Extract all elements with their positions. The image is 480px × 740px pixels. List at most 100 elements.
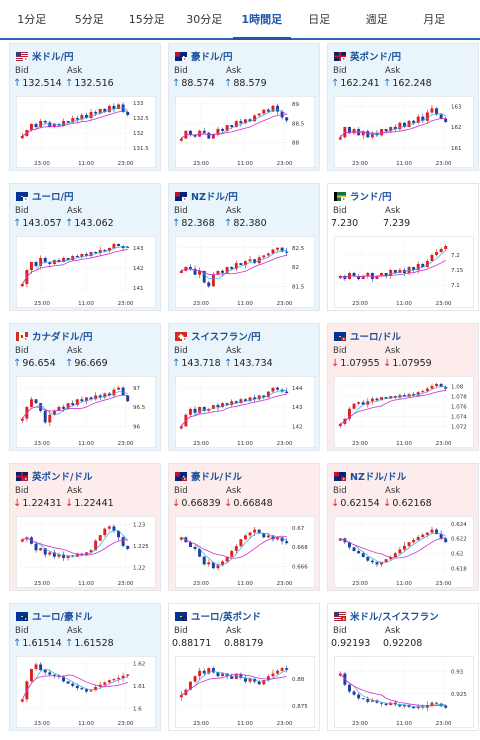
candle [266,391,270,398]
currency-card[interactable]: 英ポンド/円 Bid Ask ↑162.241 ↑162.248 163 162 161 23:… [327,43,479,171]
bid-value-text: 1.07955 [340,358,380,369]
candle [389,396,393,399]
candle [62,407,66,409]
candle [271,249,275,254]
candle [375,700,379,703]
candle [239,539,243,547]
currency-card[interactable]: ユーロ/英ポンド Bid Ask 0.88171 0.88179 0.88 0.875 23:… [168,603,320,731]
pair-name-link[interactable]: 米ドル/円 [32,52,74,63]
ask-value-text: 82.380 [233,218,267,229]
pair-name-link[interactable]: NZドル/円 [191,192,238,203]
x-tick-label: 11:00 [78,721,94,727]
ask-value-text: 162.248 [392,78,432,89]
candle [248,397,252,402]
ma-short-line [340,386,446,425]
candle [412,539,416,543]
candle [402,122,406,127]
candle [39,664,43,671]
tab-8[interactable]: 月足 [423,13,446,26]
candle [107,526,111,529]
currency-card[interactable]: 豪ドル/円 Bid Ask ↑88.574 ↑88.579 89 88.5 88 23:00 11… [168,43,320,171]
gb-us-flag [16,472,28,481]
candle [234,546,238,551]
candle [211,562,215,569]
y-tick-label: 144 [292,386,303,392]
pair-name-link[interactable]: 米ドル/スイスフラン [350,612,439,623]
pair-name-link[interactable]: 英ポンド/ドル [32,472,93,483]
au-jp-flag [175,52,187,61]
x-tick-label: 11:00 [237,581,253,587]
candle [257,681,261,685]
currency-card[interactable]: ユーロ/豪ドル Bid Ask ↑1.61514 ↑1.61528 1.62 1.61 1.6… [9,603,161,731]
currency-card[interactable]: スイスフラン/円 Bid Ask ↑143.718 ↑143.734 144 143 142 2… [168,323,320,451]
currency-card[interactable]: 米ドル/スイスフラン Bid Ask 0.92193 0.92208 0.93 0.925 2… [327,603,479,731]
candle [89,112,93,118]
candle [271,387,275,392]
candle [435,252,439,255]
currency-card[interactable]: NZドル/ドル Bid Ask ↓0.62154 ↓0.62168 0.624 0.622 0… [327,463,479,591]
candle [262,109,266,114]
pair-name-link[interactable]: ユーロ/ドル [350,332,401,343]
tab-6[interactable]: 日足 [308,13,331,26]
arrow-up-icon: ↑ [65,638,74,649]
candle [248,678,252,682]
y-tick-label: 1.078 [451,394,467,400]
ca-jp-flag [16,332,28,341]
tab-5[interactable]: 1時間足 [233,0,291,40]
candle [361,276,365,279]
currency-card[interactable]: カナダドル/円 Bid Ask ↑96.654 ↑96.669 97 96.5 96 23:00… [9,323,161,451]
candle [193,676,197,682]
pair-name-link[interactable]: ユーロ/豪ドル [32,612,93,623]
pair-name-link[interactable]: 豪ドル/円 [191,52,233,63]
x-tick-label: 23:00 [193,301,209,307]
currency-card[interactable]: 英ポンド/ドル Bid Ask ↓1.22431 ↓1.22441 1.23 1.225 1.… [9,463,161,591]
x-tick-label: 23:00 [352,721,368,727]
candle [126,674,130,676]
candle [389,556,393,560]
ma-long-line [181,114,287,139]
pair-name-link[interactable]: NZドル/ドル [350,472,407,483]
ask-label: Ask [67,486,83,496]
currency-card[interactable]: ユーロ/ドル Bid Ask ↓1.07955 ↓1.07959 1.08 1.078 1.0… [327,323,479,451]
candle [202,670,206,674]
tab-7[interactable]: 週足 [365,13,388,26]
pair-name-link[interactable]: スイスフラン/円 [191,332,261,343]
currency-card[interactable]: 米ドル/円 Bid Ask ↑132.514 ↑132.516 133 132.5 132 13… [9,43,161,171]
pair-name-link[interactable]: ユーロ/円 [32,192,74,203]
tab-1[interactable]: 1分足 [17,13,47,26]
currency-card[interactable]: ランド/円 Bid Ask 7.230 7.239 7.2 7.15 7.1 23:00 11:0… [327,183,479,311]
currency-card[interactable]: NZドル/円 Bid Ask ↑82.368 ↑82.380 82.5 82 81.5 23:0… [168,183,320,311]
y-tick-label: 0.875 [292,704,308,710]
tab-3[interactable]: 15分足 [128,13,165,26]
candle [121,675,125,678]
candle [117,530,121,538]
bid-value: ↓1.07955 [331,358,380,369]
pair-name-link[interactable]: 英ポンド/円 [350,52,401,63]
candle [66,258,70,260]
y-tick-label: 161 [451,146,462,152]
candle [80,115,84,120]
candle [75,553,79,557]
candle [98,250,102,253]
pair-name-link[interactable]: カナダドル/円 [32,332,93,343]
gb-jp-flag [334,52,346,61]
y-tick-label: 0.93 [451,669,464,675]
pair-name-link[interactable]: 豪ドル/ドル [191,472,242,483]
candle [266,253,270,256]
candle [375,276,379,279]
x-tick-label: 23:00 [193,441,209,447]
tab-2[interactable]: 5分足 [74,13,104,26]
ask-value-text: 1.22441 [74,498,114,509]
candle [398,270,402,273]
y-tick-label: 0.618 [451,566,467,572]
currency-card[interactable]: ユーロ/円 Bid Ask ↑143.057 ↑143.062 143 142 141 23:0… [9,183,161,311]
ask-value: ↑96.669 [65,358,108,369]
pair-name-link[interactable]: ランド/円 [350,192,392,203]
tab-4[interactable]: 30分足 [186,13,223,26]
candle [202,270,206,283]
pair-name-link[interactable]: ユーロ/英ポンド [191,612,261,623]
currency-card[interactable]: 豪ドル/ドル Bid Ask ↓0.66839 ↓0.66848 0.67 0.668 0.6… [168,463,320,591]
candle [94,252,98,253]
bid-value-text: 7.230 [331,218,359,229]
y-tick-label: 1.6 [133,707,142,713]
